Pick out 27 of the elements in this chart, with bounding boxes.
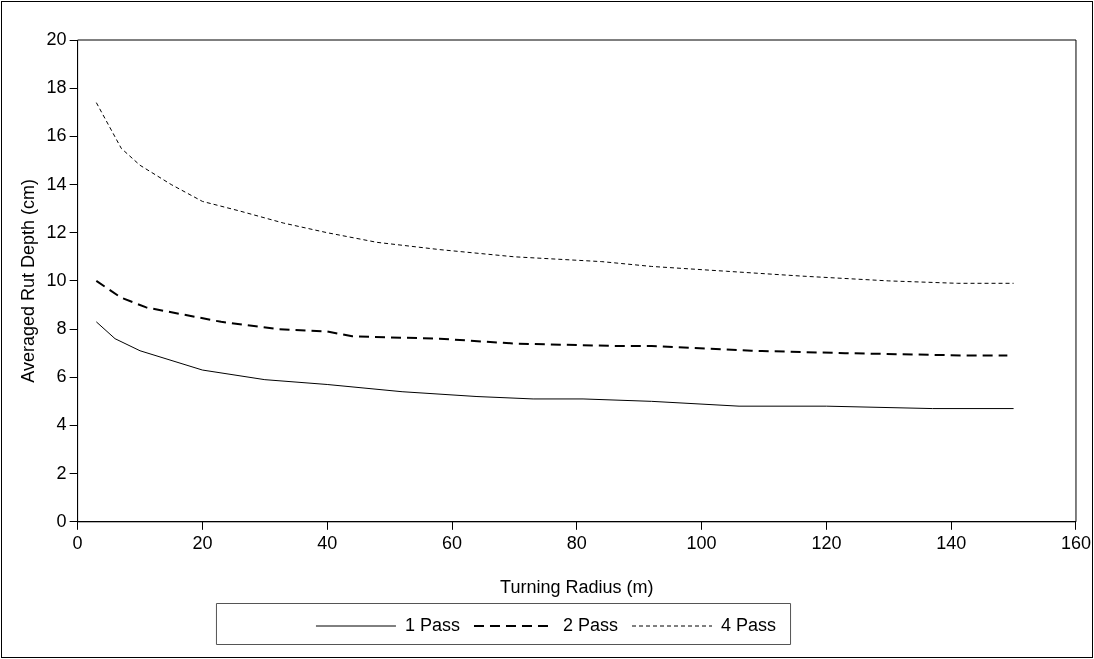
y-tick-label: 10 xyxy=(46,269,67,290)
y-tick-label: 18 xyxy=(46,77,67,98)
line-series xyxy=(95,102,1015,284)
x-tick-label: 60 xyxy=(441,532,463,553)
line-series xyxy=(95,279,1009,357)
y-tick-label: 8 xyxy=(56,318,67,339)
y-tick-label: 16 xyxy=(46,125,67,146)
x-tick-label: 80 xyxy=(566,532,587,553)
y-tick-label: 12 xyxy=(46,221,67,242)
x-axis-title: Turning Radius (m) xyxy=(500,577,654,598)
y-tick-label: 6 xyxy=(56,366,67,387)
legend-label: 2 Pass xyxy=(562,614,619,635)
y-tick-label: 14 xyxy=(46,173,67,194)
x-tick-label: 0 xyxy=(72,532,83,553)
x-tick-label: 160 xyxy=(1060,532,1092,553)
y-tick-label: 0 xyxy=(56,510,67,531)
x-tick-label: 20 xyxy=(192,532,213,553)
x-tick-label: 100 xyxy=(686,532,717,553)
y-tick-label: 2 xyxy=(56,462,67,483)
x-tick-label: 40 xyxy=(317,532,338,553)
legend-label: 4 Pass xyxy=(721,614,777,635)
legend-label: 1 Pass xyxy=(404,614,460,635)
y-tick-label: 4 xyxy=(56,414,67,435)
x-tick-label: 140 xyxy=(936,532,967,553)
x-tick-label: 120 xyxy=(811,532,842,553)
y-tick-label: 20 xyxy=(46,28,67,49)
y-axis-title: Averaged Rut Depth (cm) xyxy=(17,179,38,383)
